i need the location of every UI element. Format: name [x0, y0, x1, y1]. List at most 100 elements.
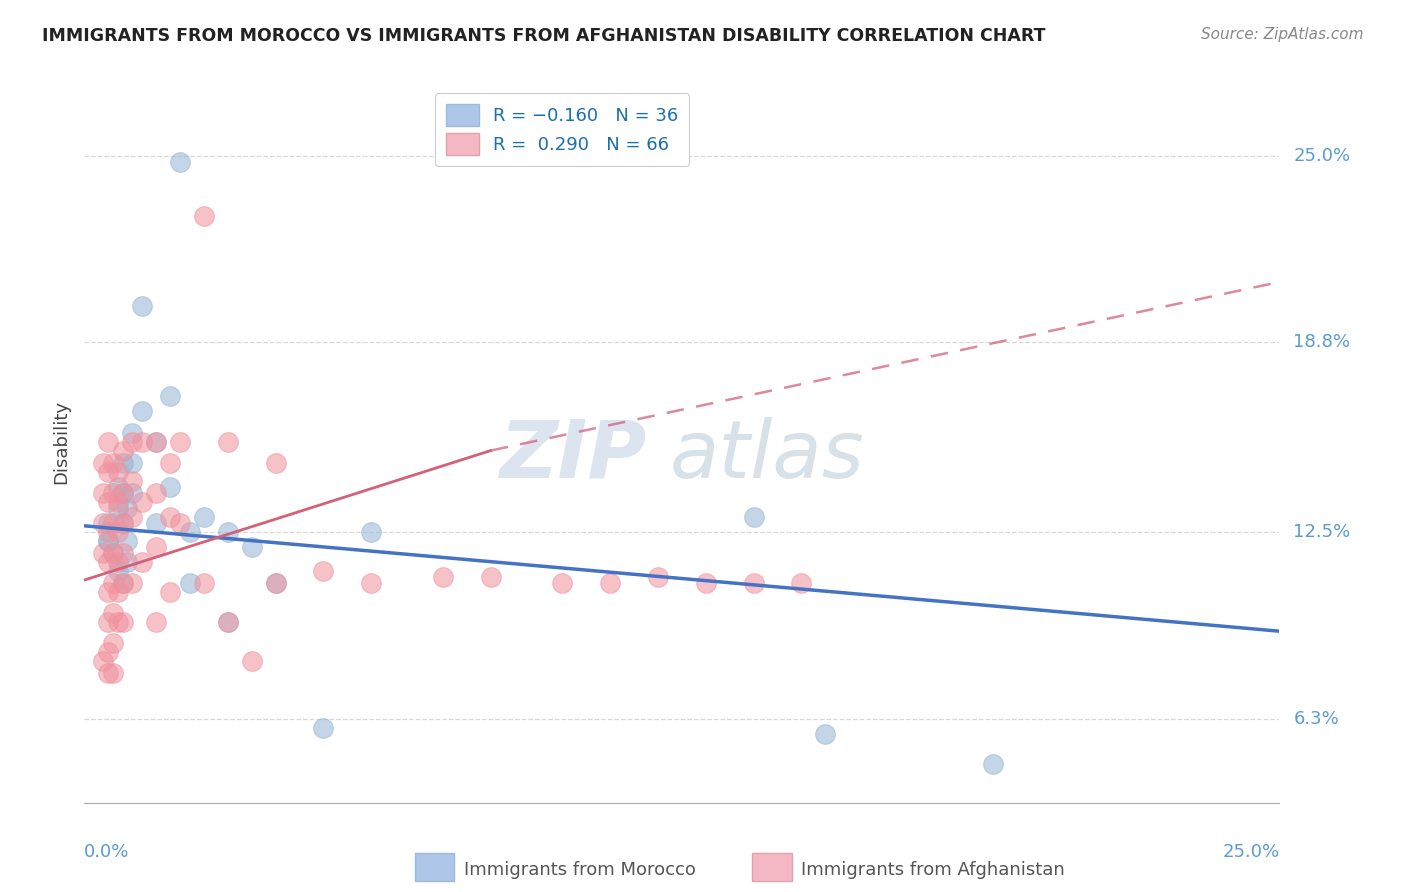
Point: [107, 564, 129, 578]
Point: [111, 443, 134, 458]
Text: IMMIGRANTS FROM MOROCCO VS IMMIGRANTS FROM AFGHANISTAN DISABILITY CORRELATION CH: IMMIGRANTS FROM MOROCCO VS IMMIGRANTS FR…: [42, 27, 1046, 45]
Point: [97, 465, 120, 479]
Point: [179, 524, 201, 539]
Point: [107, 465, 129, 479]
Point: [312, 721, 335, 735]
Point: [814, 726, 837, 740]
Point: [193, 576, 215, 591]
Text: 25.0%: 25.0%: [1294, 146, 1351, 164]
Point: [159, 509, 181, 524]
Point: [117, 533, 139, 548]
Point: [264, 456, 287, 470]
Point: [93, 654, 115, 668]
Point: [131, 299, 153, 313]
Point: [107, 555, 129, 569]
Point: [111, 546, 134, 560]
Point: [111, 485, 134, 500]
Point: [432, 570, 454, 584]
Text: Source: ZipAtlas.com: Source: ZipAtlas.com: [1201, 27, 1364, 42]
Point: [360, 524, 382, 539]
Point: [107, 494, 129, 508]
Point: [121, 576, 143, 591]
Point: [107, 480, 129, 494]
Point: [101, 516, 124, 530]
Point: [217, 615, 239, 630]
Point: [107, 524, 129, 539]
Point: [145, 540, 167, 554]
Point: [111, 456, 134, 470]
Point: [240, 654, 263, 668]
Point: [121, 509, 143, 524]
Point: [121, 474, 143, 488]
Point: [97, 666, 120, 681]
Point: [742, 576, 765, 591]
Point: [97, 585, 120, 599]
Point: [121, 425, 143, 440]
Point: [97, 516, 120, 530]
Point: [121, 456, 143, 470]
Legend: R = −0.160   N = 36, R =  0.290   N = 66: R = −0.160 N = 36, R = 0.290 N = 66: [436, 93, 689, 166]
Point: [117, 555, 139, 569]
Point: [360, 576, 382, 591]
Point: [742, 509, 765, 524]
Point: [145, 434, 167, 449]
Point: [169, 516, 191, 530]
Point: [97, 524, 120, 539]
Point: [264, 576, 287, 591]
Point: [111, 516, 134, 530]
Point: [647, 570, 669, 584]
Point: [981, 756, 1004, 771]
Point: [101, 485, 124, 500]
Text: Immigrants from Morocco: Immigrants from Morocco: [464, 861, 696, 879]
Point: [93, 485, 115, 500]
Point: [97, 533, 120, 548]
Text: 25.0%: 25.0%: [1222, 843, 1279, 861]
Point: [131, 555, 153, 569]
Point: [111, 576, 134, 591]
Point: [117, 500, 139, 515]
Point: [159, 585, 181, 599]
Point: [93, 516, 115, 530]
Point: [97, 555, 120, 569]
Point: [551, 576, 574, 591]
Point: [107, 500, 129, 515]
Point: [97, 615, 120, 630]
Y-axis label: Disability: Disability: [52, 400, 70, 483]
Point: [790, 576, 813, 591]
Point: [131, 404, 153, 418]
Point: [217, 615, 239, 630]
Point: [101, 546, 124, 560]
Point: [145, 434, 167, 449]
Point: [479, 570, 502, 584]
Point: [169, 434, 191, 449]
Point: [97, 645, 120, 659]
Point: [169, 154, 191, 169]
Point: [107, 615, 129, 630]
Text: 18.8%: 18.8%: [1294, 334, 1350, 351]
Point: [599, 576, 621, 591]
Point: [131, 434, 153, 449]
Point: [101, 636, 124, 650]
Point: [179, 576, 201, 591]
Text: 6.3%: 6.3%: [1294, 709, 1339, 728]
Point: [101, 456, 124, 470]
Point: [264, 576, 287, 591]
Point: [111, 485, 134, 500]
Point: [145, 485, 167, 500]
Point: [111, 576, 134, 591]
Point: [111, 615, 134, 630]
Point: [93, 456, 115, 470]
Point: [101, 606, 124, 620]
Point: [111, 516, 134, 530]
Point: [97, 434, 120, 449]
Point: [107, 585, 129, 599]
Point: [101, 576, 124, 591]
Point: [97, 533, 120, 548]
Point: [312, 564, 335, 578]
Point: [101, 666, 124, 681]
Text: atlas: atlas: [671, 417, 865, 495]
Point: [121, 434, 143, 449]
Point: [101, 546, 124, 560]
Point: [193, 509, 215, 524]
Point: [131, 494, 153, 508]
